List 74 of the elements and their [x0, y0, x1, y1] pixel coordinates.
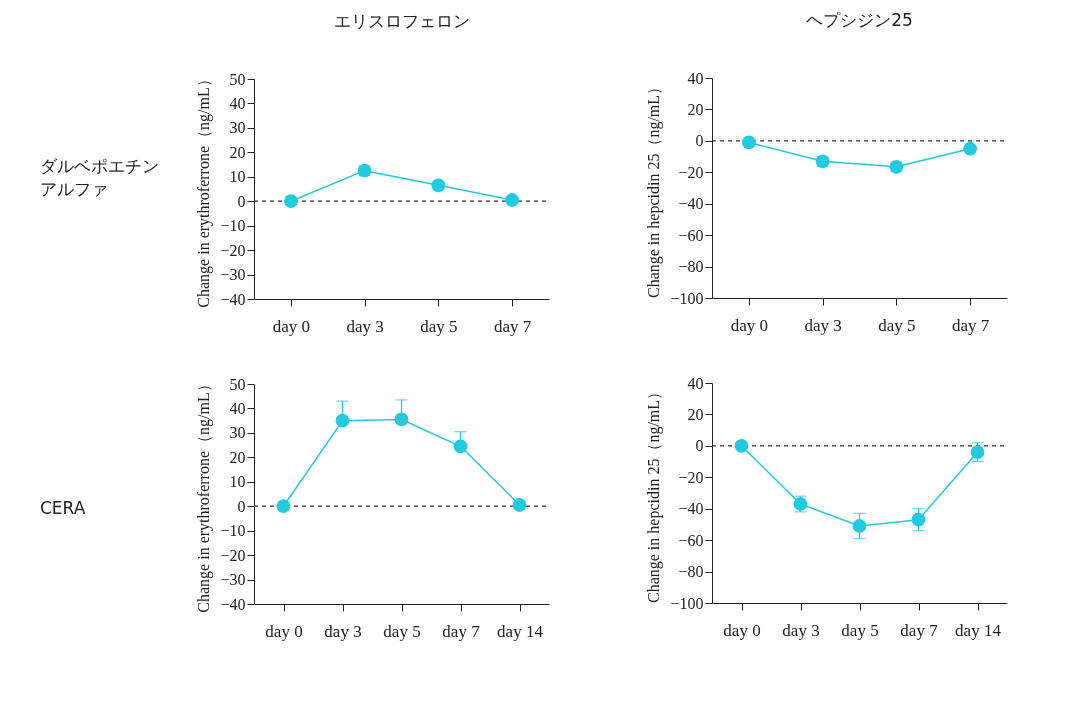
x-tick-label: day 3 — [346, 316, 384, 336]
text: CERA — [40, 497, 87, 518]
y-tick-label: 0 — [237, 192, 246, 210]
y-tick-label: 0 — [695, 132, 704, 150]
y-tick-label: 0 — [695, 437, 704, 455]
point — [852, 519, 867, 533]
y-tick-label: −40 — [220, 290, 246, 308]
x-tick-label: day 14 — [497, 621, 544, 641]
chart-title: ヘプシジン25 — [806, 10, 913, 30]
y-tick-label: 0 — [237, 497, 246, 515]
point — [911, 512, 926, 527]
y-axis-title: Change in hepcidin 25（ng/mL） — [645, 78, 664, 299]
y-tick-label: −20 — [220, 546, 246, 564]
y-tick-label: 30 — [229, 119, 246, 137]
point — [734, 438, 749, 453]
y-tick-label: 40 — [687, 374, 704, 392]
y-tick-label: 40 — [687, 69, 704, 87]
y-tick-label: 40 — [229, 399, 246, 417]
y-tick-label: −30 — [220, 266, 246, 284]
x-tick-label: day 0 — [265, 621, 303, 641]
y-tick-label: 10 — [229, 168, 246, 186]
y-tick-label: 20 — [687, 100, 704, 118]
x-tick-label: day 0 — [272, 316, 311, 336]
y-axis-title: Change in erythroferrone（ng/mL） — [195, 71, 214, 308]
y-tick-label: −80 — [678, 563, 704, 581]
x-tick-label: day 7 — [951, 315, 990, 335]
y-tick-label: −20 — [678, 468, 704, 486]
x-tick-label: day 3 — [324, 621, 362, 641]
y-axis-title: Change in erythroferrone（ng/mL） — [195, 376, 214, 613]
x-tick-label: day 5 — [878, 315, 916, 335]
point — [283, 194, 298, 209]
point — [963, 141, 978, 156]
y-tick-label: 20 — [229, 143, 246, 161]
point — [335, 413, 350, 428]
x-tick-label: day 7 — [900, 620, 939, 640]
x-tick-label: day 5 — [420, 316, 458, 336]
y-tick-label: −30 — [220, 571, 246, 589]
y-tick-label: −80 — [678, 258, 704, 276]
x-tick-label: day 3 — [804, 315, 842, 335]
y-tick-label: −20 — [678, 163, 704, 181]
point — [512, 498, 527, 512]
y-tick-label: −10 — [220, 217, 246, 235]
x-tick-label: day 0 — [730, 315, 769, 335]
text: ダルベポエチンアルファ — [40, 154, 160, 201]
y-tick-label: −40 — [678, 500, 704, 518]
x-tick-label: day 5 — [383, 621, 421, 641]
y-tick-label: 40 — [229, 94, 246, 112]
y-axis-title: Change in hepcidin 25（ng/mL） — [645, 383, 664, 604]
x-tick-label: day 3 — [782, 620, 820, 640]
point — [453, 439, 468, 454]
y-tick-label: 30 — [229, 424, 246, 442]
x-tick-label: day 14 — [955, 620, 1002, 640]
y-tick-label: 50 — [229, 70, 246, 88]
y-tick-label: −40 — [220, 595, 246, 613]
y-tick-label: −60 — [678, 226, 704, 244]
y-tick-label: −60 — [678, 531, 704, 549]
y-tick-label: 10 — [229, 473, 246, 491]
point — [741, 135, 756, 150]
x-tick-label: day 7 — [493, 316, 532, 336]
y-tick-label: 20 — [229, 448, 246, 466]
y-tick-label: −20 — [220, 241, 246, 259]
y-tick-label: −10 — [220, 522, 246, 540]
point — [505, 193, 520, 207]
y-tick-label: 20 — [687, 405, 704, 423]
x-tick-label: day 0 — [723, 620, 761, 640]
x-tick-label: day 7 — [442, 621, 481, 641]
chart-title: エリスロフェロン — [333, 10, 470, 31]
y-tick-label: 50 — [229, 375, 246, 393]
x-tick-label: day 5 — [841, 620, 879, 640]
point — [276, 499, 291, 514]
y-tick-label: −100 — [670, 594, 704, 612]
y-tick-label: −100 — [670, 289, 704, 307]
y-tick-label: −40 — [678, 195, 704, 213]
point — [394, 412, 409, 427]
